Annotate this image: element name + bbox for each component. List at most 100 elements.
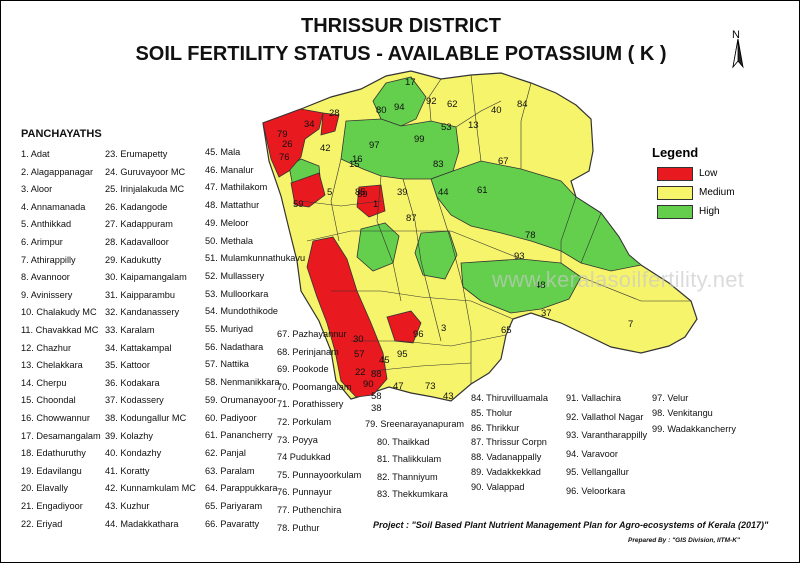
map-number-label: 38 [371, 403, 382, 414]
map-number-label: 80 [376, 105, 387, 116]
panchayath-label: 26. Kadangode [105, 201, 168, 212]
map-number-label: 92 [426, 96, 437, 107]
legend-swatch-low [657, 167, 693, 181]
legend-title: Legend [652, 145, 699, 160]
panchayath-label: 56. Nadathara [205, 341, 264, 352]
panchayath-label: 95. Vellangallur [566, 467, 629, 478]
panchayath-label: 97. Velur [652, 393, 689, 403]
map-number-label: 57 [354, 349, 365, 360]
panchayath-label: 47. Mathilakom [205, 182, 268, 193]
map-number-label: 5 [327, 187, 333, 198]
panchayath-label: 69. Pookode [277, 364, 329, 375]
panchayath-label: 75. Punnayoorkulam [277, 469, 362, 480]
panchayath-label: 20. Elavally [21, 483, 68, 494]
panchayath-label: 88. Vadanappally [471, 452, 542, 463]
map-number-label: 40 [491, 105, 502, 116]
map-number-label: 59 [293, 199, 304, 210]
low-zone-north-west [262, 108, 324, 178]
map-number-label: 1 [373, 199, 379, 210]
panchayath-label: 12. Chazhur [21, 342, 72, 353]
map-number-label: 30 [353, 334, 364, 345]
panchayath-label: 94. Varavoor [566, 448, 618, 459]
map-number-label: 37 [541, 308, 552, 319]
panchayath-label: 92. Vallathol Nagar [566, 411, 644, 422]
panchayath-label: 96. Veloorkara [566, 486, 626, 496]
panchayath-label: 27. Kadappuram [105, 219, 173, 230]
panchayath-label: 45. Mala [205, 147, 241, 157]
panchayath-label: 87. Thrissur Corpn [471, 437, 547, 448]
panchayath-label: 76. Punnayur [277, 487, 332, 498]
panchayath-label: 36. Kodakara [105, 377, 160, 388]
map-number-label: 53 [441, 122, 452, 133]
map-number-label: 85 [355, 187, 366, 198]
panchayath-label: 61. Panancherry [205, 430, 273, 441]
panchayath-label: 31. Kaipparambu [105, 289, 175, 300]
panchayath-label: 28. Kadavalloor [105, 237, 169, 247]
panchayath-label: 80. Thaikkad [377, 436, 430, 447]
panchayath-label: 58. Nenmanikkara [205, 377, 280, 388]
map-number-label: 73 [425, 381, 436, 392]
panchayath-label: 54. Mundothikode [205, 306, 279, 317]
map-number-label: 16 [352, 154, 363, 165]
panchayath-label: 44. Madakkathara [105, 518, 179, 529]
panchayath-label: 8. Avannoor [21, 272, 70, 283]
panchayath-label: 60. Padiyoor [205, 412, 257, 423]
panchayath-label: 98. Venkitangu [652, 408, 713, 419]
panchayath-label: 85. Tholur [471, 407, 513, 418]
panchayath-label: 25. Irinjalakuda MC [105, 184, 185, 195]
legend-swatch-high [657, 205, 693, 219]
map-number-label: 58 [371, 391, 382, 402]
panchayath-label: 24. Guruvayoor MC [105, 166, 186, 177]
legend-label-medium: Medium [699, 187, 735, 198]
panchayath-label: 78. Puthur [277, 522, 320, 533]
panchayath-label: 33. Karalam [105, 325, 155, 335]
panchayath-label: 70. Poomangalam [277, 381, 352, 392]
panchayath-label: 57. Nattika [205, 359, 249, 370]
map-number-label: 93 [514, 251, 525, 262]
panchayath-label: 1. Adat [21, 149, 50, 159]
panchayath-label: 16. Chowwannur [21, 413, 90, 423]
panchayath-label: 14. Cherpu [21, 377, 67, 388]
map-number-label: 45 [379, 355, 390, 366]
panchayath-boundaries [300, 74, 691, 384]
map-number-label: 62 [447, 99, 458, 110]
panchayath-label: 64. Parappukkara [205, 483, 278, 494]
panchayath-label: 72. Porkulam [277, 417, 332, 427]
panchayath-label: 17. Desamangalam [21, 430, 101, 441]
map-number-label: 42 [320, 143, 331, 154]
panchayath-label: 2. Alagappanagar [21, 166, 94, 177]
panchayath-label: 13. Chelakkara [21, 360, 83, 371]
map-number-label: 48 [535, 280, 546, 291]
project-note: Project : "Soil Based Plant Nutrient Man… [373, 520, 769, 530]
map-subtitle: SOIL FERTILITY STATUS - AVAILABLE POTASS… [135, 43, 667, 65]
panchayath-label: 66. Pavaratty [205, 518, 260, 529]
map-number-label: 34 [304, 119, 315, 130]
panchayath-label: 83. Thekkumkara [377, 489, 448, 500]
panchayath-label: 7. Athirappilly [21, 254, 76, 265]
map-number-label: 76 [279, 152, 290, 163]
panchayath-label: 50. Methala [205, 235, 254, 246]
panchayath-label: 67. Pazhayannur [277, 329, 347, 339]
panchayath-label: 99. Wadakkancherry [652, 423, 736, 434]
panchayath-label: 15. Choondal [21, 395, 76, 406]
panchayath-label: 23. Erumapetty [105, 149, 168, 159]
panchayath-label: 42. Kunnamkulam MC [105, 483, 196, 494]
panchayath-label: 63. Paralam [205, 465, 255, 476]
high-zone-south-east [460, 258, 582, 314]
map-number-label: 78 [525, 230, 536, 241]
panchayath-label: 89. Vadakkekkad [471, 467, 541, 477]
panchayath-label: 21. Engadiyoor [21, 501, 83, 511]
panchayath-label: 51. Mulamkunnathukavu [205, 253, 306, 264]
panchayath-label: 18. Edathuruthy [21, 448, 86, 459]
panchayath-label: 90. Valappad [471, 481, 525, 492]
panchayath-label: 37. Kodassery [105, 395, 164, 406]
panchayath-label: 35. Kattoor [105, 360, 150, 371]
panchayath-label: 65. Pariyaram [205, 501, 263, 511]
legend-label-low: Low [699, 168, 718, 179]
panchayath-label: 73. Poyya [277, 434, 318, 445]
map-number-label: 87 [406, 213, 417, 224]
panchayath-label: 68. Perinjanam [277, 346, 339, 357]
map-number-label: 95 [397, 349, 408, 360]
map-number-label: 83 [433, 159, 444, 170]
